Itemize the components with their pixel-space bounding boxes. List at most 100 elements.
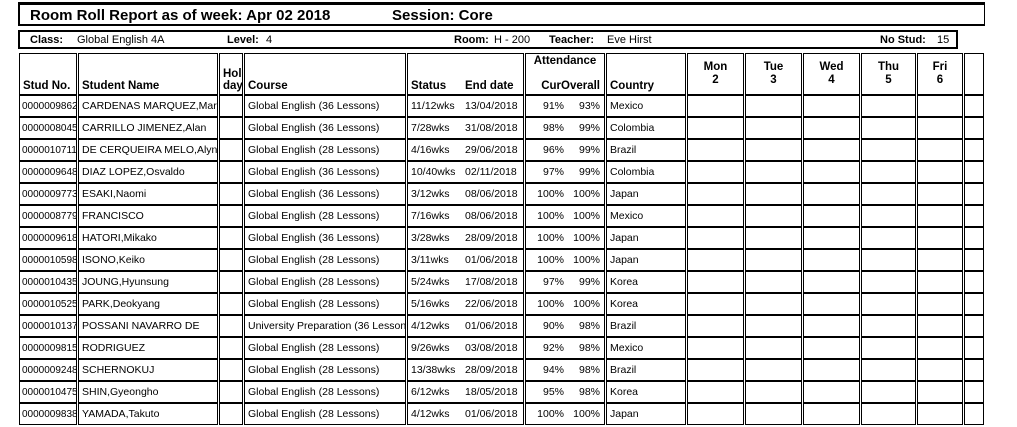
table-row: 0000009773 ESAKI,Naomi Global English (3… [19,183,984,205]
student-name-cell: ISONO,Keiko [78,249,218,271]
attendance-overall-value: 100% [573,232,600,244]
status-value: 4/12wks [411,320,450,332]
country-cell: Japan [606,227,686,249]
status-end-date-cell: 5/16wks 22/06/2018 [407,293,524,315]
day-wed-cell [803,161,860,183]
header-spare-column [964,53,984,95]
class-info-bar: Class: Global English 4A Level: 4 Room: … [18,30,958,49]
day-mon-cell [687,293,744,315]
report-title: Room Roll Report as of week: Apr 02 2018 [30,7,331,24]
end-date-value: 22/06/2018 [465,298,518,310]
status-value: 4/12wks [411,408,450,420]
status-value: 6/12wks [411,386,450,398]
status-value: 5/24wks [411,276,450,288]
course-cell: Global English (28 Lessons) [244,293,406,315]
stud-no-cell: 0000010137 [19,315,77,337]
day-mon-cell [687,227,744,249]
attendance-cell: 90% 98% [525,315,605,337]
class-value: Global English 4A [77,34,165,46]
country-cell: Korea [606,271,686,293]
status-end-date-cell: 11/12wks 13/04/2018 [407,95,524,117]
day-tue-cell [745,315,802,337]
attendance-cur-value: 96% [542,144,564,156]
day-tue-cell [745,293,802,315]
status-end-date-cell: 9/26wks 03/08/2018 [407,337,524,359]
spare-cell [964,161,984,183]
attendance-cell: 100% 100% [525,227,605,249]
day-mon-cell [687,249,744,271]
student-name-cell: HATORI,Mikako [78,227,218,249]
status-end-date-cell: 3/28wks 28/09/2018 [407,227,524,249]
day-wed-cell [803,403,860,425]
day-wed-cell [803,249,860,271]
student-rows: 0000009862 CARDENAS MARQUEZ,Maria Global… [19,95,984,425]
stud-no-cell: 0000009648 [19,161,77,183]
attendance-overall-value: 99% [578,276,600,288]
attendance-overall-value: 99% [578,166,600,178]
attendance-cur-value: 94% [542,364,564,376]
header-row: Stud No. Student Name Holi day Course Sta… [19,53,984,95]
day-thu-cell [861,117,916,139]
attendance-overall-value: 98% [578,364,600,376]
course-cell: Global English (36 Lessons) [244,95,406,117]
table-row: 0000010137 POSSANI NAVARRO DE University… [19,315,984,337]
table-row: 0000009838 YAMADA,Takuto Global English … [19,403,984,425]
report-title-bar: Room Roll Report as of week: Apr 02 2018… [18,2,985,26]
student-name-cell: DIAZ LOPEZ,Osvaldo [78,161,218,183]
spare-cell [964,139,984,161]
header-student-name: Student Name [78,53,218,95]
day-wed-cell [803,227,860,249]
course-cell: Global English (28 Lessons) [244,271,406,293]
spare-cell [964,227,984,249]
attendance-overall-value: 98% [578,320,600,332]
spare-cell [964,359,984,381]
header-attendance-overall: Overall [561,80,600,92]
spare-cell [964,205,984,227]
day-fri-cell [917,95,963,117]
day-thu-cell [861,381,916,403]
course-cell: Global English (28 Lessons) [244,249,406,271]
attendance-overall-value: 100% [573,298,600,310]
country-cell: Mexico [606,205,686,227]
end-date-value: 17/08/2018 [465,276,518,288]
day-tue-cell [745,359,802,381]
end-date-value: 08/06/2018 [465,188,518,200]
holiday-cell [219,249,243,271]
country-cell: Colombia [606,117,686,139]
spare-cell [964,117,984,139]
no-stud-label: No Stud: [880,34,926,46]
student-name-cell: JOUNG,Hyunsung [78,271,218,293]
stud-no-cell: 0000010598 [19,249,77,271]
holiday-cell [219,183,243,205]
day-wed-cell [803,139,860,161]
holiday-cell [219,315,243,337]
country-cell: Japan [606,403,686,425]
status-value: 7/28wks [411,122,450,134]
day-wed-cell [803,359,860,381]
day-fri-cell [917,183,963,205]
header-country: Country [606,53,686,95]
holiday-cell [219,359,243,381]
end-date-value: 28/09/2018 [465,232,518,244]
holiday-cell [219,205,243,227]
day-fri-cell [917,227,963,249]
holiday-cell [219,337,243,359]
student-name-cell: FRANCISCO [78,205,218,227]
end-date-value: 01/06/2018 [465,408,518,420]
day-mon-cell [687,359,744,381]
country-cell: Korea [606,381,686,403]
stud-no-cell: 0000009815 [19,337,77,359]
stud-no-cell: 0000008779 [19,205,77,227]
student-name-cell: CARDENAS MARQUEZ,Maria [78,95,218,117]
day-thu-cell [861,139,916,161]
header-day-wed: Wed 4 [803,53,860,95]
attendance-cell: 100% 100% [525,293,605,315]
header-day-mon: Mon 2 [687,53,744,95]
table-row: 0000010711 DE CERQUEIRA MELO,Alyne Globa… [19,139,984,161]
table-row: 0000010598 ISONO,Keiko Global English (2… [19,249,984,271]
header-day-fri: Fri 6 [917,53,963,95]
header-course: Course [244,53,406,95]
day-thu-cell [861,249,916,271]
room-label: Room: [454,34,489,46]
day-thu-cell [861,359,916,381]
